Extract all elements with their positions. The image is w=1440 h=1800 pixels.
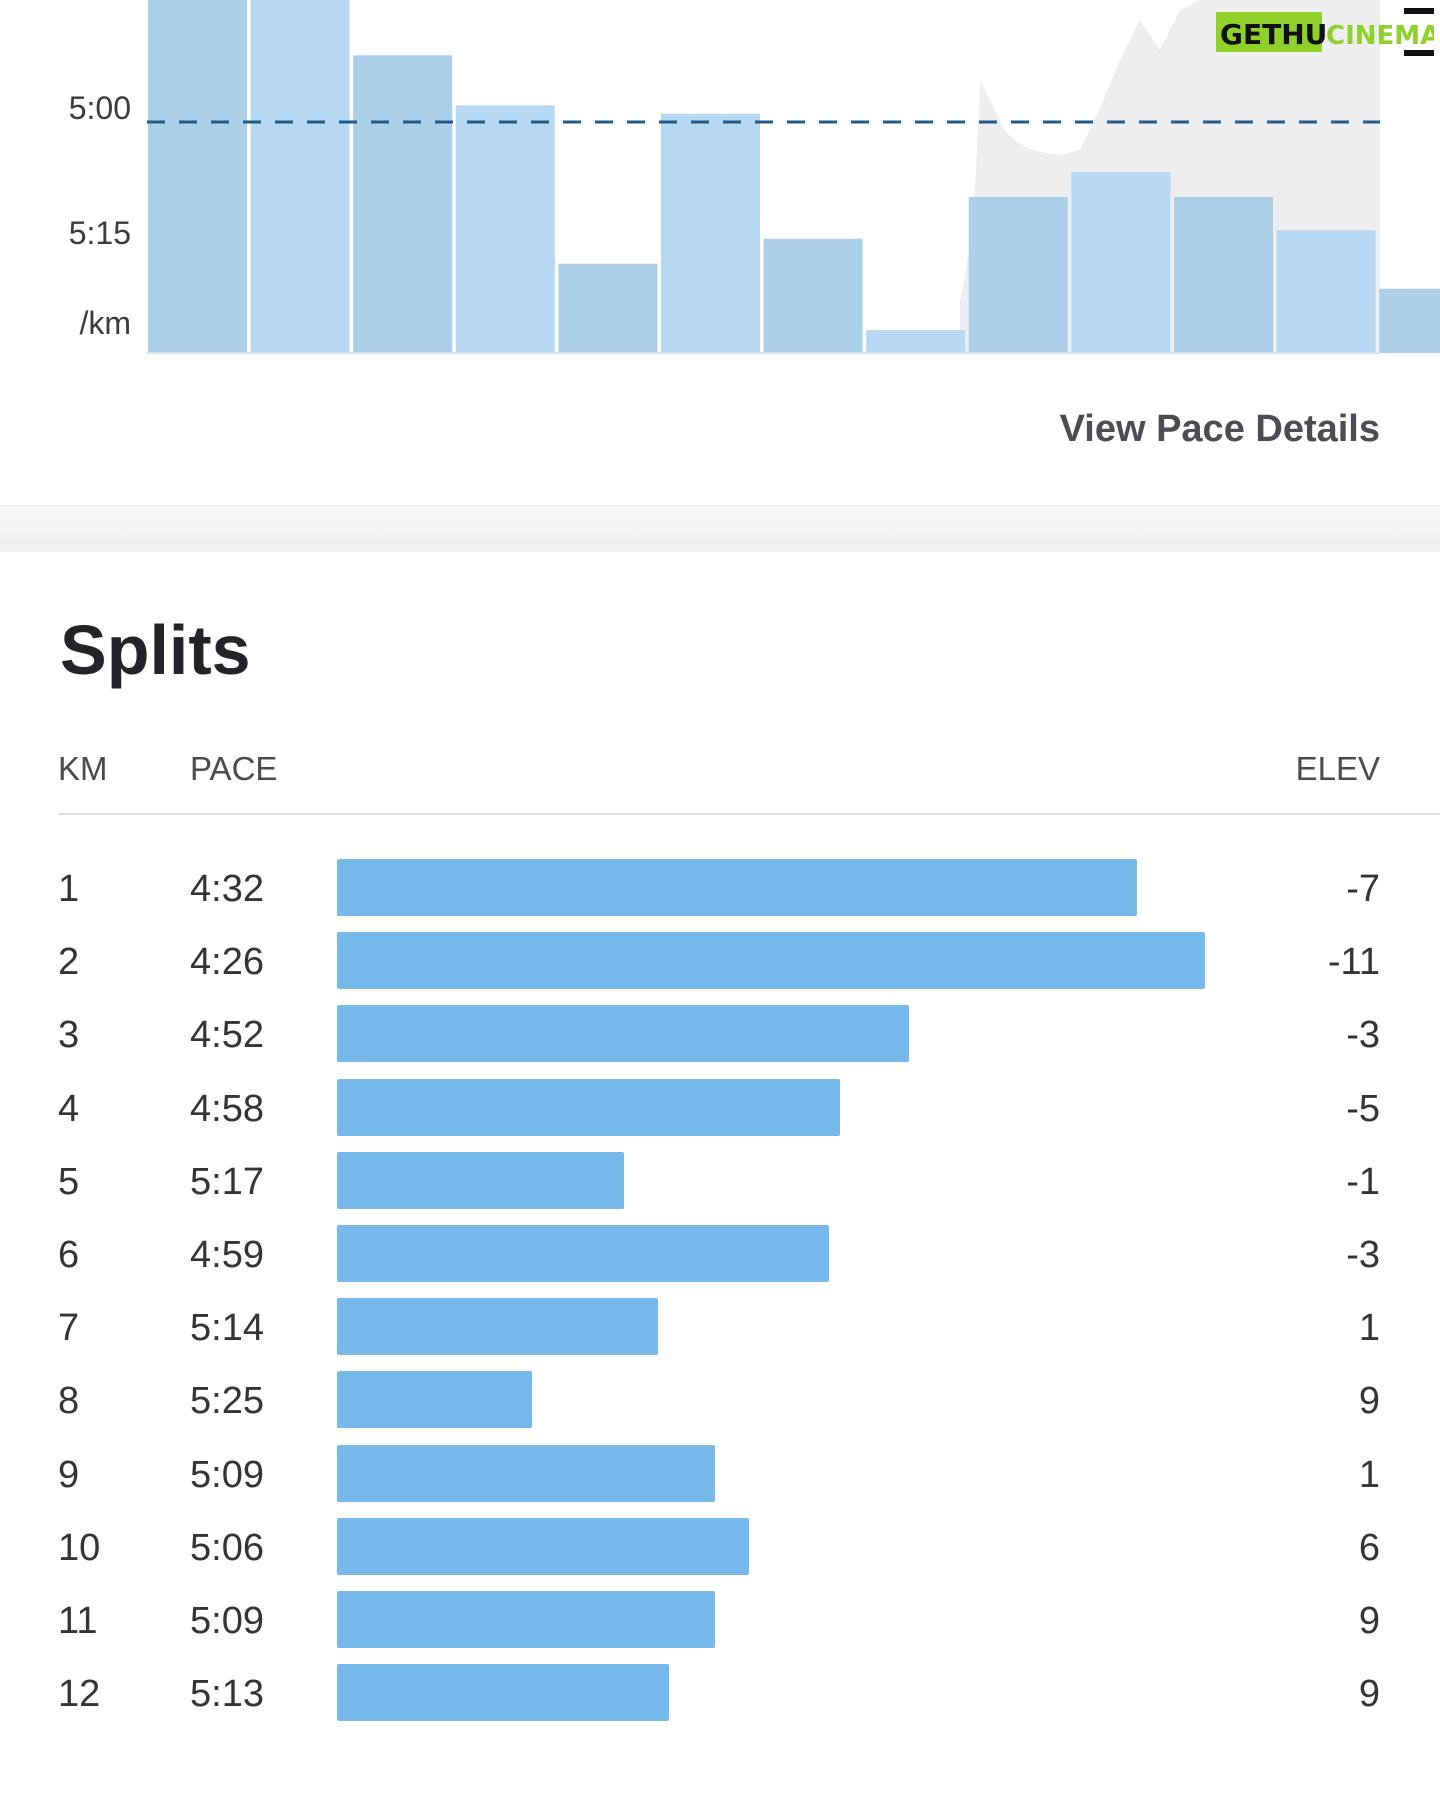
split-km: 11 xyxy=(58,1600,98,1642)
split-km: 12 xyxy=(58,1673,101,1716)
split-km: 9 xyxy=(58,1453,80,1496)
split-pace: 4:26 xyxy=(190,941,264,984)
split-elevation: -1 xyxy=(1346,1160,1380,1203)
split-pace: 5:17 xyxy=(190,1160,264,1203)
pace-bar xyxy=(558,263,658,353)
split-pace-bar xyxy=(337,1298,658,1356)
pace-bars xyxy=(148,0,1440,354)
split-elevation: 9 xyxy=(1358,1600,1380,1642)
y-tick-label: 5:15 xyxy=(68,215,131,251)
split-pace-bar xyxy=(337,1078,841,1136)
split-km: 10 xyxy=(58,1526,101,1569)
split-row: 2 4:26 -11 xyxy=(0,931,1440,991)
split-pace: 4:58 xyxy=(190,1087,264,1130)
header-divider xyxy=(58,813,1440,815)
split-pace-bar xyxy=(337,1225,829,1282)
column-header-pace: PACE xyxy=(190,750,278,787)
view-pace-details-link[interactable]: View Pace Details xyxy=(1059,408,1380,450)
pace-bar xyxy=(455,105,555,353)
split-km: 1 xyxy=(58,868,80,910)
pace-bar xyxy=(866,330,966,353)
pace-bar xyxy=(148,0,247,353)
pace-bar xyxy=(353,55,453,354)
split-row: 11 5:09 9 xyxy=(0,1590,1440,1650)
split-km: 3 xyxy=(58,1014,80,1057)
split-pace-bar xyxy=(337,1517,749,1575)
split-row: 3 4:52 -3 xyxy=(0,1004,1440,1064)
split-row: 9 5:09 1 xyxy=(0,1444,1440,1504)
split-pace-bar xyxy=(337,1664,670,1722)
pace-bar xyxy=(1379,288,1440,353)
split-pace: 4:59 xyxy=(190,1234,264,1276)
split-row: 5 5:17 -1 xyxy=(0,1151,1440,1211)
section-divider xyxy=(0,505,1440,552)
split-elevation: -7 xyxy=(1346,868,1380,910)
split-km: 7 xyxy=(58,1307,80,1350)
split-elevation: 1 xyxy=(1358,1453,1380,1496)
split-pace-bar xyxy=(337,1371,533,1429)
split-pace: 4:32 xyxy=(190,868,264,910)
section-title: Splits xyxy=(60,611,251,689)
split-km: 6 xyxy=(58,1234,80,1276)
pace-bar xyxy=(763,238,863,353)
split-pace: 4:52 xyxy=(190,1014,264,1057)
pace-bar xyxy=(661,113,760,353)
svg-text:CINEMA: CINEMA xyxy=(1326,21,1434,51)
split-elevation: -3 xyxy=(1346,1014,1380,1057)
split-elevation: 9 xyxy=(1358,1673,1380,1716)
split-km: 4 xyxy=(58,1087,80,1130)
split-pace-bar xyxy=(337,1444,715,1502)
split-row: 10 5:06 6 xyxy=(0,1517,1440,1577)
pace-bar xyxy=(250,0,350,353)
split-pace: 5:06 xyxy=(190,1526,264,1569)
pace-bar xyxy=(1276,230,1376,353)
split-elevation: -3 xyxy=(1346,1234,1380,1276)
split-pace: 5:09 xyxy=(190,1600,264,1642)
y-axis-unit: /km xyxy=(79,305,131,341)
split-pace-bar xyxy=(337,1005,909,1063)
y-tick-label: 5:00 xyxy=(68,90,131,126)
watermark-logo: GETHU CINEMA xyxy=(1216,8,1434,56)
split-elevation: -5 xyxy=(1346,1087,1380,1130)
split-row: 12 5:13 9 xyxy=(0,1663,1440,1723)
split-km: 5 xyxy=(58,1160,80,1203)
column-header-elev: ELEV xyxy=(1295,750,1380,787)
split-elevation: 6 xyxy=(1358,1526,1380,1569)
split-pace-bar xyxy=(337,1151,624,1209)
split-pace-bar xyxy=(337,1591,715,1648)
split-row: 6 4:59 -3 xyxy=(0,1224,1440,1284)
split-pace: 5:13 xyxy=(190,1673,264,1716)
split-km: 8 xyxy=(58,1380,80,1423)
split-pace: 5:09 xyxy=(190,1453,264,1496)
split-elevation: -11 xyxy=(1327,941,1380,984)
column-header-km: KM xyxy=(58,750,108,787)
split-pace-bar xyxy=(337,859,1137,916)
split-km: 2 xyxy=(58,941,80,984)
split-row: 1 4:32 -7 xyxy=(0,858,1440,918)
pace-bar xyxy=(1071,172,1171,353)
split-row: 7 5:14 1 xyxy=(0,1297,1440,1357)
split-row: 8 5:25 9 xyxy=(0,1370,1440,1430)
split-elevation: 1 xyxy=(1358,1307,1380,1350)
split-row: 4 4:58 -5 xyxy=(0,1078,1440,1138)
pace-bar xyxy=(968,197,1068,353)
split-pace-bar xyxy=(337,932,1205,990)
pace-bar xyxy=(1174,197,1273,353)
svg-text:GETHU: GETHU xyxy=(1220,18,1327,51)
split-elevation: 9 xyxy=(1358,1380,1380,1423)
pace-chart xyxy=(147,0,1440,354)
split-pace: 5:25 xyxy=(190,1380,264,1423)
split-pace: 5:14 xyxy=(190,1307,264,1350)
